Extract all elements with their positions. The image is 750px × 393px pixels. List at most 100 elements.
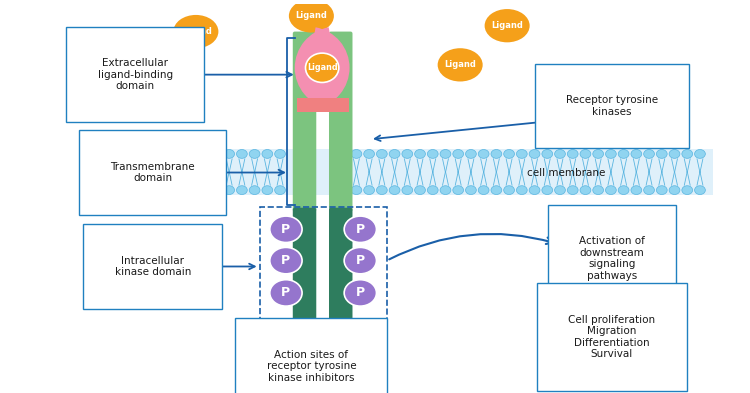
Ellipse shape [160,186,171,195]
Ellipse shape [466,186,476,195]
Ellipse shape [122,186,133,195]
Ellipse shape [344,280,376,306]
Ellipse shape [236,186,248,195]
Text: cell membrane: cell membrane [526,167,605,178]
Text: Receptor tyrosine
kinases: Receptor tyrosine kinases [566,95,658,117]
Ellipse shape [351,149,361,158]
Ellipse shape [491,186,502,195]
Ellipse shape [270,280,302,306]
Ellipse shape [402,186,412,195]
Ellipse shape [173,15,218,48]
Ellipse shape [185,149,196,158]
Ellipse shape [605,149,616,158]
Ellipse shape [376,149,387,158]
Ellipse shape [262,149,273,158]
Ellipse shape [644,186,655,195]
Ellipse shape [274,149,286,158]
Bar [332,323,350,328]
Text: P: P [356,223,365,236]
Ellipse shape [592,186,604,195]
Ellipse shape [262,186,273,195]
Ellipse shape [364,149,374,158]
Ellipse shape [580,149,591,158]
Ellipse shape [618,149,629,158]
Ellipse shape [631,149,642,158]
Ellipse shape [173,149,184,158]
Ellipse shape [344,216,376,242]
Ellipse shape [185,186,196,195]
Ellipse shape [415,186,425,195]
Ellipse shape [656,186,668,195]
Ellipse shape [110,149,120,158]
Ellipse shape [249,186,260,195]
Ellipse shape [274,186,286,195]
Ellipse shape [504,149,515,158]
Ellipse shape [211,149,222,158]
Ellipse shape [517,186,527,195]
Text: Ligand: Ligand [491,21,523,30]
Ellipse shape [567,186,578,195]
Ellipse shape [631,186,642,195]
Ellipse shape [694,186,705,195]
Text: P: P [281,254,290,267]
Ellipse shape [669,186,680,195]
FancyBboxPatch shape [329,31,352,212]
Ellipse shape [669,149,680,158]
Ellipse shape [453,149,464,158]
Wedge shape [308,27,350,108]
Bar [96,149,712,195]
Text: P: P [356,286,365,299]
Text: Extracellular
ligand-binding
domain: Extracellular ligand-binding domain [98,58,172,91]
Ellipse shape [530,149,540,158]
Text: Ligand: Ligand [296,11,327,20]
Ellipse shape [415,149,425,158]
Ellipse shape [389,149,400,158]
Ellipse shape [148,149,158,158]
Ellipse shape [427,149,438,158]
Ellipse shape [249,149,260,158]
Ellipse shape [198,149,209,158]
FancyBboxPatch shape [329,208,352,327]
Ellipse shape [198,186,209,195]
Ellipse shape [656,149,668,158]
Ellipse shape [135,149,146,158]
Ellipse shape [270,248,302,274]
Ellipse shape [173,186,184,195]
Ellipse shape [160,149,171,158]
Ellipse shape [554,186,566,195]
Ellipse shape [694,149,705,158]
Text: Intracellular
kinase domain: Intracellular kinase domain [115,256,191,277]
Ellipse shape [440,149,451,158]
Text: P: P [281,223,290,236]
Ellipse shape [305,53,339,83]
Text: Cell proliferation
Migration
Differentiation
Survival: Cell proliferation Migration Differentia… [568,314,656,359]
Ellipse shape [554,149,566,158]
Ellipse shape [605,186,616,195]
Ellipse shape [517,149,527,158]
Ellipse shape [542,149,553,158]
Text: Transmembrane
domain: Transmembrane domain [110,162,195,183]
Ellipse shape [135,186,146,195]
Bar [297,98,349,112]
Ellipse shape [97,186,107,195]
Ellipse shape [618,186,629,195]
Ellipse shape [530,186,540,195]
Ellipse shape [682,186,692,195]
Ellipse shape [491,149,502,158]
Ellipse shape [110,186,120,195]
Ellipse shape [427,186,438,195]
Text: P: P [281,286,290,299]
Ellipse shape [344,248,376,274]
Text: Ligand: Ligand [444,61,476,69]
Ellipse shape [376,186,387,195]
Ellipse shape [478,186,489,195]
Ellipse shape [466,149,476,158]
Text: Ligand: Ligand [180,27,212,36]
FancyBboxPatch shape [292,31,316,212]
Ellipse shape [580,186,591,195]
Ellipse shape [389,186,400,195]
Ellipse shape [440,186,451,195]
Text: Ligand: Ligand [307,63,338,72]
Ellipse shape [682,149,692,158]
Ellipse shape [484,9,530,42]
